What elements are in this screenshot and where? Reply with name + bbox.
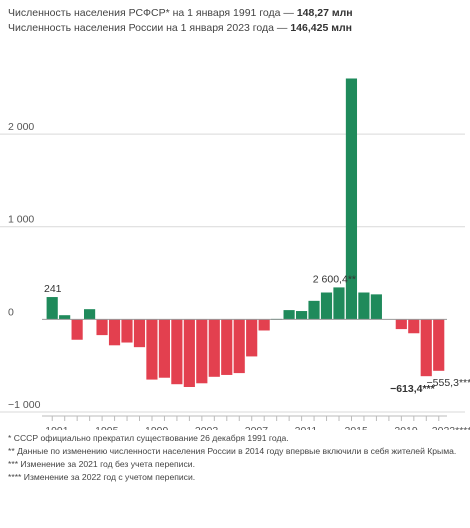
bar-2016 [358, 292, 370, 320]
header-line-2-value: 146,425 млн [290, 22, 352, 34]
x-axis: 1991 1995 1999 2003 2007 2011 2015 2019 2022**** [42, 318, 470, 430]
bar-2017 [370, 294, 382, 320]
header-line-2: Численность населения России на 1 января… [8, 21, 353, 36]
footnote-2: ** Данные по изменению численности насел… [8, 446, 457, 456]
y-tick-label: 1 000 [8, 214, 34, 226]
bar-1998 [133, 319, 146, 348]
gridlines [0, 133, 465, 413]
bar-2010 [283, 310, 295, 320]
bar-2006 [233, 319, 245, 374]
y-tick-label: −1 000 [8, 399, 41, 411]
bar-1997 [121, 319, 133, 343]
x-tick-label: 2011 [295, 425, 318, 430]
x-tick-label: 2003 [195, 425, 219, 430]
bar-2004 [208, 319, 220, 377]
footnotes: * СССР официально прекратил существовани… [8, 432, 463, 484]
population-change-chart: −1 000 0 1 000 2 000 1991 1995 1999 2003 2007 20… [0, 78, 470, 430]
x-tick-label: 2015 [344, 425, 368, 430]
header-line-2-text: Численность населения России на 1 января… [8, 22, 288, 34]
data-label-2021: −613,4*** [390, 383, 436, 395]
bar-1995 [96, 319, 108, 336]
bar-2002 [183, 319, 195, 387]
bar-2012 [308, 300, 320, 320]
bar-1991 [46, 297, 58, 320]
bar-2021 [420, 319, 432, 377]
x-tick-label: 2007 [245, 425, 269, 430]
bar-2014 [333, 287, 345, 320]
bar-2007 [246, 319, 258, 357]
x-tick-label: 2019 [394, 425, 418, 430]
y-tick-label: 2 000 [8, 121, 34, 133]
footnote-4: **** Изменение за 2022 год с учетом пере… [8, 472, 196, 482]
header-line-1: Численность населения РСФСР* на 1 января… [8, 6, 353, 21]
x-tick-label: 1999 [145, 425, 169, 430]
data-label-1991: 241 [44, 283, 62, 295]
bar-2020 [408, 319, 420, 334]
data-label-2022: −555,3**** [427, 377, 470, 389]
bar-2000 [158, 319, 170, 378]
y-tick-label: 0 [8, 306, 14, 318]
bar-1993 [71, 319, 83, 340]
x-tick-label: 1991 [45, 425, 69, 430]
bars [46, 78, 445, 387]
bar-1992 [59, 315, 71, 320]
bar-1994 [84, 309, 96, 320]
data-label-2014: 2 600,4** [313, 273, 356, 285]
bar-2019 [395, 319, 407, 330]
x-tick-label: 1995 [95, 425, 119, 430]
footnote-3: *** Изменение за 2021 год без учета пере… [8, 459, 195, 469]
chart-header: Численность населения РСФСР* на 1 января… [8, 6, 353, 36]
header-line-1-text: Численность населения РСФСР* на 1 января… [8, 7, 294, 19]
bar-2001 [171, 319, 183, 385]
bar-2003 [196, 319, 208, 384]
bar-2015 [345, 78, 358, 320]
annotations: 241 2 600,4** −613,4***−555,3**** [44, 273, 470, 395]
bar-2005 [221, 319, 233, 375]
bar-1999 [146, 319, 158, 380]
footnote-1: * СССР официально прекратил существовани… [8, 433, 289, 443]
bar-2022 [433, 319, 445, 371]
bar-2011 [295, 311, 308, 320]
bar-2013 [320, 292, 333, 320]
x-tick-label: 2022**** [432, 425, 470, 430]
header-line-1-value: 148,27 млн [296, 7, 353, 19]
y-axis-labels: −1 000 0 1 000 2 000 [8, 121, 41, 411]
bar-1996 [108, 319, 121, 346]
bar-2008 [258, 319, 270, 331]
